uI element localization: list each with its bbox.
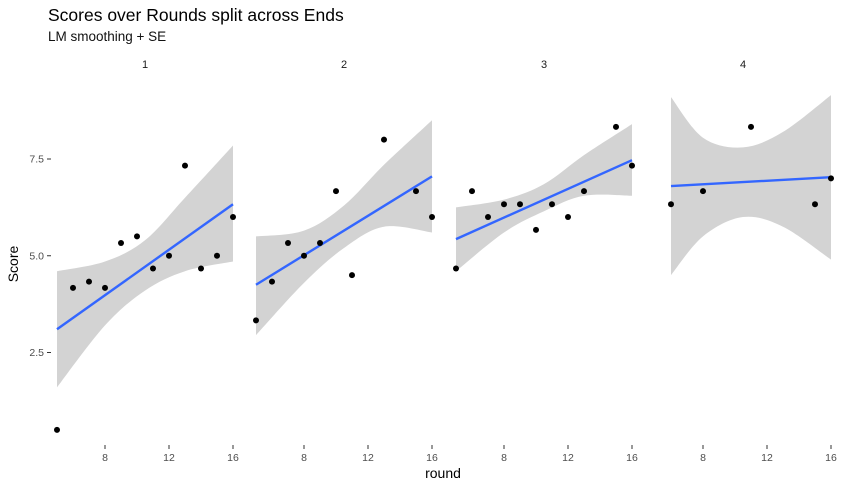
data-point (629, 162, 635, 169)
x-tick-label: 8 (700, 452, 706, 464)
data-point (269, 278, 275, 285)
data-point (118, 239, 124, 246)
data-point (613, 123, 619, 130)
data-point (565, 214, 571, 221)
y-tick-label: 7.5 (29, 154, 44, 166)
facet-panel-1: 1 8 12 16 (54, 59, 239, 464)
x-tick-label: 16 (825, 452, 837, 464)
data-point (700, 188, 706, 195)
data-point (453, 265, 459, 272)
facet-strip-label: 3 (541, 59, 547, 71)
x-tick-label: 12 (761, 452, 773, 464)
y-axis-title: Score (5, 246, 21, 283)
facet-strip-label: 2 (341, 59, 347, 71)
data-point (812, 201, 818, 208)
fit-line (56, 203, 234, 331)
fit-line (255, 175, 433, 286)
x-tick-label: 8 (501, 452, 507, 464)
chart-title: Scores over Rounds split across Ends (48, 5, 344, 25)
data-point (668, 201, 674, 208)
data-point (469, 188, 475, 195)
data-point (150, 265, 156, 272)
data-point (301, 252, 307, 259)
facet-panel-3: 3 8 12 16 (453, 59, 638, 464)
data-point (134, 233, 140, 240)
facet-panel-4: 4 8 12 16 (668, 59, 837, 464)
confidence-band (256, 120, 432, 336)
fit-line (670, 175, 832, 188)
data-point (413, 188, 419, 195)
data-point (317, 239, 323, 246)
y-tick-label: 5.0 (29, 250, 44, 262)
x-tick-label: 16 (626, 452, 638, 464)
data-point (501, 201, 507, 208)
data-point (517, 201, 523, 208)
x-tick-label: 8 (301, 452, 307, 464)
confidence-band (671, 95, 831, 276)
fit-line (455, 159, 633, 241)
data-point (166, 252, 172, 259)
x-tick-label: 12 (562, 452, 574, 464)
data-point (214, 252, 220, 259)
x-tick-label: 16 (426, 452, 438, 464)
x-tick-label: 12 (163, 452, 175, 464)
data-point (182, 162, 188, 169)
data-point (533, 226, 539, 233)
x-tick-label: 16 (227, 452, 239, 464)
data-point (828, 175, 834, 182)
data-point (485, 214, 491, 221)
x-tick-label: 12 (362, 452, 374, 464)
data-point (333, 188, 339, 195)
data-point (285, 239, 291, 246)
data-point (349, 272, 355, 279)
facet-strip-label: 4 (740, 59, 746, 71)
data-point (230, 214, 236, 221)
data-point (102, 284, 108, 291)
data-point (429, 214, 435, 221)
facet-panel-2: 2 8 12 16 (253, 59, 438, 464)
data-point (86, 278, 92, 285)
y-tick-label: 2.5 (29, 347, 44, 359)
x-tick-label: 8 (102, 452, 108, 464)
data-point (198, 265, 204, 272)
data-point (70, 284, 76, 291)
confidence-band (456, 124, 632, 272)
facet-strip-label: 1 (142, 59, 148, 71)
data-point (581, 188, 587, 195)
data-point (748, 123, 754, 130)
data-point (549, 201, 555, 208)
x-axis-title: round (425, 465, 461, 481)
data-point (253, 317, 259, 324)
data-point (381, 136, 387, 143)
chart-subtitle: LM smoothing + SE (48, 29, 167, 44)
data-point (54, 426, 60, 433)
